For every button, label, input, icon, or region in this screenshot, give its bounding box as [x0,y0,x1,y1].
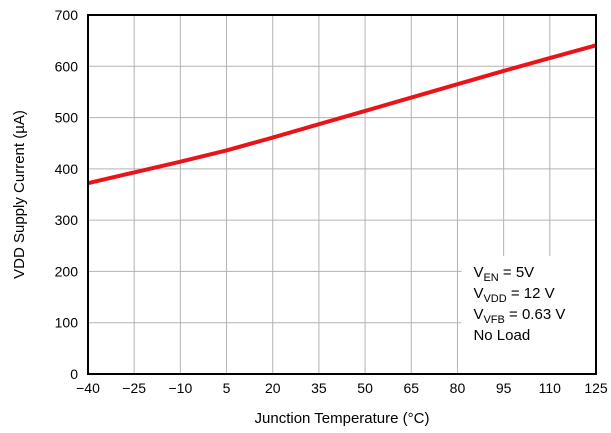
x-tick-label: 5 [223,380,231,396]
y-axis-label: VDD Supply Current (µA) [11,110,28,279]
x-tick-label: 95 [496,380,512,396]
y-tick-label: 0 [70,366,78,382]
x-axis-label: Junction Temperature (°C) [255,410,430,427]
x-tick-label: −40 [76,380,100,396]
y-tick-label: 700 [55,7,79,23]
annotation-box [461,256,595,373]
y-tick-label: 400 [55,161,79,177]
x-tick-label: 80 [450,380,466,396]
annotation-line: VVDD = 12 V [473,285,554,305]
y-tick-label: 500 [55,110,79,126]
annotation-line: VVFB = 0.63 V [473,306,565,326]
x-tick-label: 20 [265,380,281,396]
x-tick-label: 65 [403,380,419,396]
x-tick-label: 50 [357,380,373,396]
annotation-line: VEN = 5V [473,264,534,284]
supply-current-line [87,43,597,186]
y-tick-label: 600 [55,58,79,74]
x-tick-label: 35 [311,380,327,396]
y-tick-label: 100 [55,315,79,331]
x-tick-label: −25 [122,380,146,396]
x-tick-labels: −40 −25 −10 5 20 35 50 65 80 95 110 125 [76,380,608,396]
x-tick-label: 110 [539,380,562,396]
y-tick-label: 200 [55,263,79,279]
series-layer [87,43,597,186]
plot-frame [87,14,597,375]
x-tick-label: 125 [584,380,608,396]
y-tick-labels: 0 100 200 300 400 500 600 700 [55,7,79,382]
y-tick-label: 300 [55,212,79,228]
annotation-background [461,256,595,373]
x-tick-label: −10 [168,380,192,396]
annotation-line: No Load [473,327,530,344]
